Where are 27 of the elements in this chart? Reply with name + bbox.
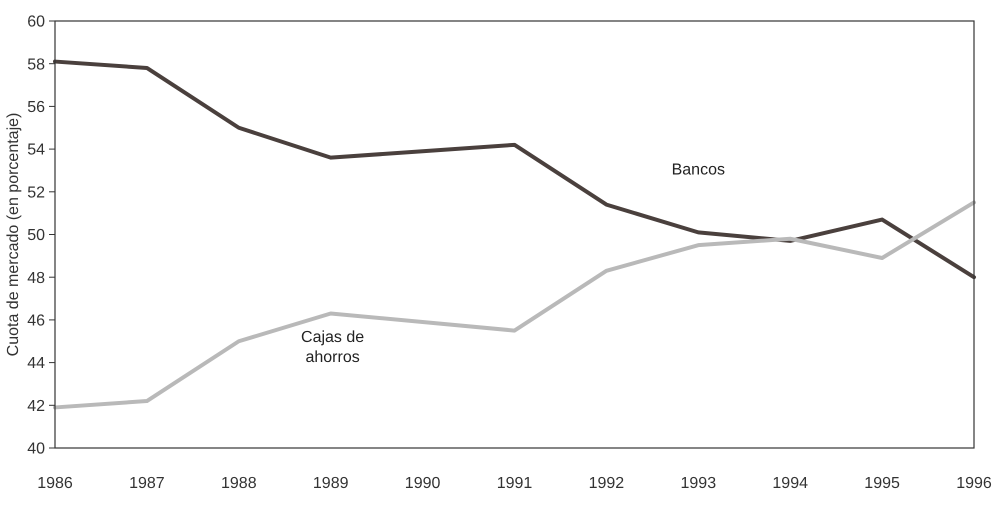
y-tick-label: 60 (27, 14, 46, 31)
y-tick-label: 44 (27, 355, 46, 372)
x-tick-label: 1990 (404, 475, 440, 492)
y-tick-label: 54 (27, 142, 46, 159)
x-tick-label: 1988 (221, 475, 257, 492)
x-tick-label: 1996 (956, 475, 992, 492)
x-tick-label: 1986 (37, 475, 73, 492)
y-tick-label: 48 (27, 270, 46, 287)
y-tick-label: 42 (27, 398, 46, 415)
text: Bancos (672, 161, 725, 178)
x-tick-label: 1995 (864, 475, 900, 492)
x-tick-label: 1992 (588, 475, 624, 492)
y-tick-label: 46 (27, 312, 46, 330)
series-label: Cajas de ahorros (301, 329, 364, 366)
y-axis-title: Cuota de mercado (en porcentaje) (5, 112, 22, 356)
y-tick-label: 58 (27, 56, 46, 74)
y-tick-label: 52 (27, 184, 46, 202)
x-tick-label: 1993 (680, 475, 716, 492)
line-series (53, 60, 976, 280)
x-tick-label: 1989 (312, 475, 349, 492)
line-series (53, 200, 976, 410)
x-tick-label: 1987 (129, 475, 165, 492)
y-tick-label: 40 (27, 440, 46, 458)
x-tick-label: 1991 (496, 475, 532, 492)
y-tick-label: 56 (27, 99, 46, 116)
x-tick-label: 1994 (772, 475, 808, 492)
y-tick-label: 50 (27, 227, 46, 244)
